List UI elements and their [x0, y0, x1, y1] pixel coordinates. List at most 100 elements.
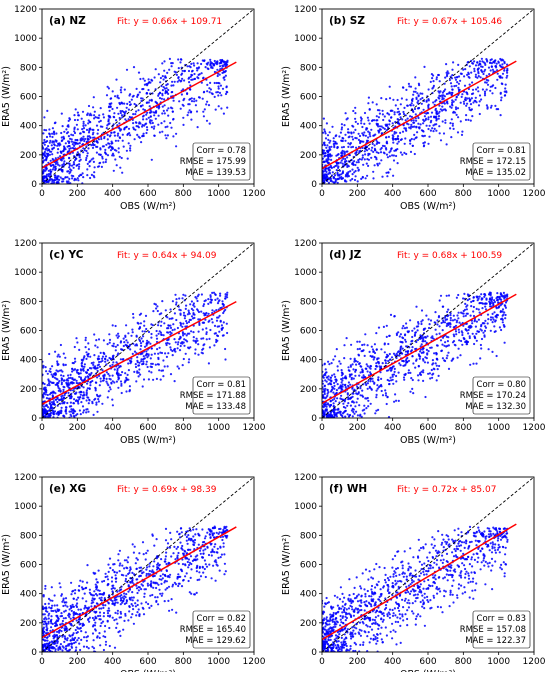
scatter-point — [186, 322, 188, 324]
scatter-point — [396, 143, 398, 145]
x-tick-label: 1000 — [207, 423, 230, 433]
scatter-point — [479, 63, 481, 65]
scatter-point — [117, 95, 119, 97]
scatter-point — [61, 178, 63, 180]
stat-line: MAE = 135.02 — [465, 168, 526, 178]
scatter-point — [133, 371, 135, 373]
x-tick-label: 1200 — [243, 423, 266, 433]
scatter-point — [51, 373, 53, 375]
y-tick-label: 600 — [300, 327, 317, 337]
scatter-point — [466, 308, 468, 310]
scatter-point — [194, 348, 196, 350]
scatter-point — [209, 59, 211, 61]
scatter-point — [195, 342, 197, 344]
scatter-point — [367, 102, 369, 104]
scatter-point — [47, 384, 49, 386]
scatter-point — [188, 78, 190, 80]
scatter-point — [143, 133, 145, 135]
scatter-point — [332, 359, 334, 361]
scatter-point — [342, 412, 344, 414]
scatter-point — [374, 368, 376, 370]
scatter-point — [421, 97, 423, 99]
scatter-point — [362, 176, 364, 178]
scatter-point — [203, 115, 205, 117]
scatter-point — [369, 108, 371, 110]
scatter-point — [473, 343, 475, 345]
scatter-point — [191, 300, 193, 302]
scatter-point — [132, 313, 134, 315]
scatter-point — [165, 309, 167, 311]
scatter-point — [193, 302, 195, 304]
scatter-point — [100, 378, 102, 380]
scatter-point — [165, 77, 167, 79]
scatter-point — [118, 122, 120, 124]
scatter-point — [129, 147, 131, 149]
scatter-point — [63, 150, 65, 152]
scatter-point — [369, 133, 371, 135]
scatter-point — [111, 108, 113, 110]
scatter-point — [220, 321, 222, 323]
scatter-point — [66, 176, 68, 178]
scatter-point — [157, 353, 159, 355]
scatter-point — [140, 322, 142, 324]
scatter-point — [431, 77, 433, 79]
scatter-point — [95, 382, 97, 384]
scatter-point — [215, 109, 217, 111]
scatter-point — [46, 136, 48, 138]
scatter-point — [158, 369, 160, 371]
scatter-point — [129, 116, 131, 118]
scatter-point — [209, 329, 211, 331]
scatter-point — [322, 411, 324, 413]
scatter-point — [43, 169, 45, 171]
scatter-point — [134, 138, 136, 140]
scatter-point — [214, 62, 216, 64]
scatter-point — [211, 65, 213, 67]
scatter-point — [107, 154, 109, 156]
scatter-point — [56, 631, 58, 633]
scatter-point — [53, 179, 55, 181]
scatter-point — [472, 92, 474, 94]
scatter-point — [193, 100, 195, 102]
scatter-point — [363, 405, 365, 407]
scatter-point — [148, 341, 150, 343]
scatter-point — [91, 599, 93, 601]
fit-equation: Fit: y = 0.68x + 100.59 — [397, 251, 502, 261]
scatter-point — [75, 414, 77, 416]
scatter-point — [218, 299, 220, 301]
scatter-point — [361, 140, 363, 142]
scatter-point — [148, 117, 150, 119]
scatter-point — [352, 163, 354, 165]
stat-label: Corr — [197, 146, 215, 156]
scatter-point — [357, 123, 359, 125]
scatter-point — [223, 113, 225, 115]
scatter-point — [420, 323, 422, 325]
scatter-point — [432, 362, 434, 364]
scatter-point — [117, 352, 119, 354]
scatter-point — [63, 379, 65, 381]
scatter-point — [467, 313, 469, 315]
scatter-point — [183, 79, 185, 81]
scatter-point — [103, 649, 105, 651]
scatter-point — [372, 101, 374, 103]
scatter-point — [493, 325, 495, 327]
scatter-point — [180, 337, 182, 339]
x-tick-label: 800 — [455, 189, 472, 199]
scatter-point — [401, 360, 403, 362]
scatter-point — [223, 79, 225, 81]
scatter-point — [195, 104, 197, 106]
scatter-point — [362, 157, 364, 159]
panel-title: (b) SZ — [329, 15, 365, 27]
scatter-point — [217, 85, 219, 87]
scatter-point — [45, 405, 47, 407]
scatter-point — [435, 362, 437, 364]
scatter-point — [469, 109, 471, 111]
scatter-point — [426, 357, 428, 359]
scatter-point — [364, 333, 366, 335]
scatter-point — [157, 95, 159, 97]
scatter-point — [388, 136, 390, 138]
scatter-point — [431, 73, 433, 75]
scatter-point — [374, 148, 376, 150]
scatter-point — [223, 542, 225, 544]
scatter-point — [406, 357, 408, 359]
scatter-point — [79, 132, 81, 134]
